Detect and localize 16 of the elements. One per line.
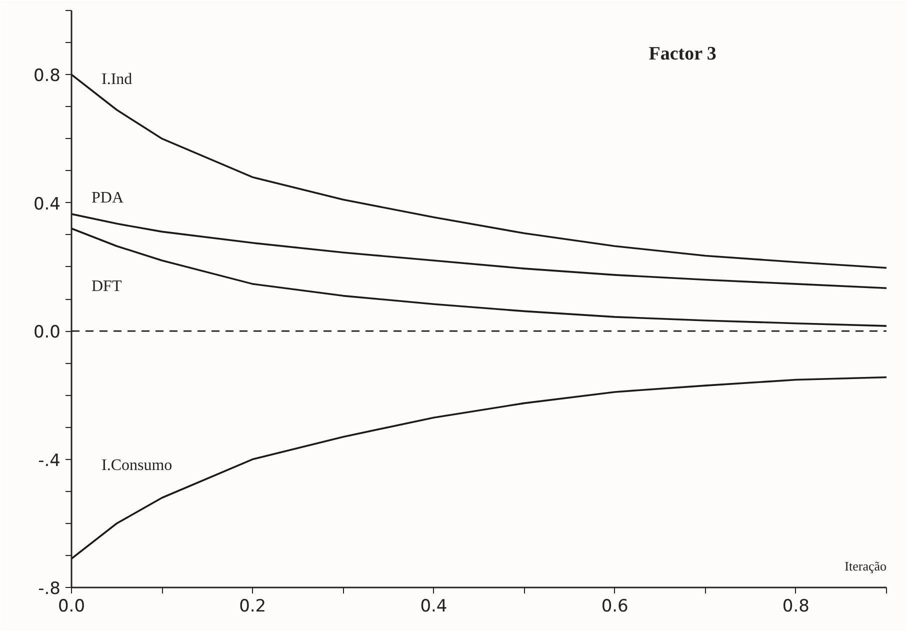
x-tick-label: 0.8 [782,596,810,616]
x-tick-label: 0.4 [420,596,448,616]
x-axis-title: Iteração [844,558,887,574]
x-tick-label: 0.2 [239,596,266,616]
series-label: I.Ind [102,71,132,88]
series-label: PDA [92,190,124,207]
series-label: I.Consumo [102,457,172,474]
y-tick-label: 0.4 [33,194,61,214]
series-label: DFT [92,278,122,295]
x-tick-label: 0.6 [601,596,628,616]
y-tick-label: 0.0 [33,322,61,343]
text: Factor 3 [648,43,716,64]
y-tick-label: -.4 [38,450,61,471]
x-tick-label: 0.0 [58,596,86,616]
y-tick-label: -.8 [38,579,61,599]
y-tick-label: 0.8 [33,66,61,86]
